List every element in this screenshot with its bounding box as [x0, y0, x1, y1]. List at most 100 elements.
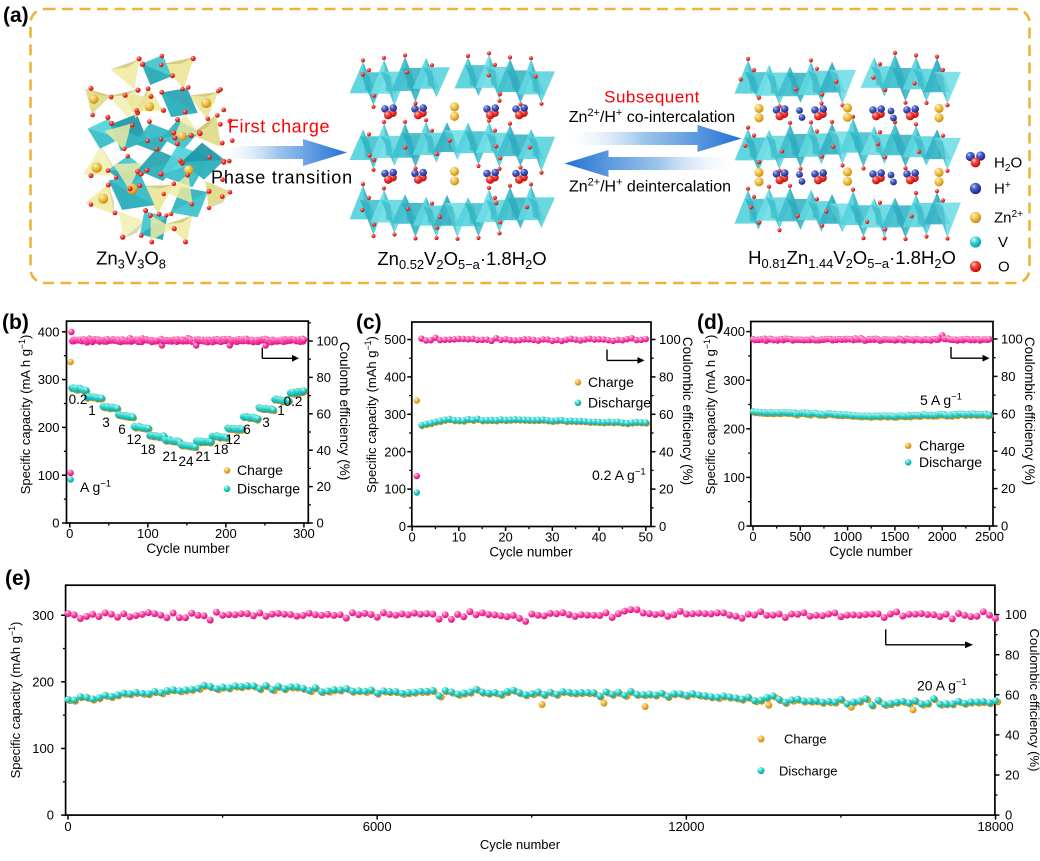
svg-text:20: 20: [659, 482, 673, 497]
svg-text:Cycle number: Cycle number: [146, 541, 230, 556]
svg-text:Cycle number: Cycle number: [480, 837, 561, 852]
svg-text:20 A g−1​: 20 A g−1​: [917, 677, 967, 693]
svg-text:6: 6: [243, 422, 251, 437]
svg-text:Cycle number: Cycle number: [489, 545, 573, 560]
svg-text:Coulombic efficiency (%): Coulombic efficiency (%): [680, 337, 695, 485]
svg-text:100: 100: [32, 741, 54, 756]
svg-text:2500: 2500: [975, 529, 1004, 544]
svg-text:(d): (d): [697, 311, 724, 334]
svg-text:300: 300: [384, 407, 406, 422]
svg-text:Specific capacity (mAh g−1​): Specific capacity (mAh g−1​): [363, 336, 379, 493]
svg-text:20: 20: [1001, 481, 1015, 496]
svg-text:40: 40: [317, 443, 331, 458]
svg-text:V: V: [998, 234, 1008, 251]
svg-text:Cycle number: Cycle number: [829, 544, 913, 559]
svg-text:100: 100: [1001, 332, 1023, 347]
svg-text:H2​O: H2​O: [994, 155, 1022, 174]
svg-text:100: 100: [38, 468, 60, 483]
svg-text:300: 300: [723, 373, 745, 388]
svg-text:100: 100: [384, 482, 406, 497]
svg-text:1: 1: [277, 403, 285, 418]
svg-text:40: 40: [1001, 444, 1015, 459]
svg-text:80: 80: [1005, 647, 1019, 662]
svg-text:0: 0: [408, 530, 415, 545]
svg-text:0: 0: [64, 819, 71, 834]
svg-text:0: 0: [399, 519, 406, 534]
svg-text:18: 18: [213, 442, 228, 457]
svg-text:0: 0: [47, 808, 54, 823]
svg-text:3: 3: [262, 415, 270, 430]
svg-text:0: 0: [1005, 808, 1012, 823]
svg-text:200: 200: [215, 526, 237, 541]
svg-text:Coulombic efficiency (%): Coulombic efficiency (%): [1027, 629, 1040, 772]
svg-text:2000: 2000: [928, 529, 957, 544]
svg-text:6000: 6000: [363, 819, 392, 834]
svg-text:Phase transition: Phase transition: [211, 168, 353, 188]
svg-text:Subsequent: Subsequent: [604, 88, 700, 107]
svg-text:Specific capacity (mAh g−1​): Specific capacity (mAh g−1​): [7, 622, 23, 779]
svg-text:60: 60: [659, 407, 673, 422]
svg-text:50: 50: [639, 530, 653, 545]
svg-text:300: 300: [293, 526, 315, 541]
svg-text:6: 6: [118, 422, 126, 437]
svg-text:80: 80: [317, 370, 331, 385]
svg-text:Charge: Charge: [237, 462, 283, 478]
svg-text:Charge: Charge: [919, 438, 965, 454]
svg-text:60: 60: [1005, 687, 1019, 702]
svg-text:400: 400: [38, 324, 60, 339]
svg-text:(a): (a): [3, 4, 29, 27]
svg-text:60: 60: [317, 406, 331, 421]
svg-text:0: 0: [1001, 519, 1008, 534]
svg-text:12000: 12000: [668, 819, 704, 834]
svg-text:First charge: First charge: [228, 117, 330, 137]
svg-text:500: 500: [384, 332, 406, 347]
svg-text:1500: 1500: [880, 529, 909, 544]
svg-text:0.2: 0.2: [284, 394, 303, 409]
svg-text:O: O: [998, 259, 1010, 276]
svg-text:40: 40: [592, 530, 606, 545]
svg-text:Zn2+​/H+​ co-intercalation: Zn2+​/H+​ co-intercalation: [569, 107, 735, 126]
svg-text:Specific capacity (mA h g−1​): Specific capacity (mA h g−1​): [702, 335, 718, 495]
svg-text:100: 100: [659, 332, 681, 347]
svg-text:80: 80: [1001, 369, 1015, 384]
svg-text:Discharge: Discharge: [779, 764, 838, 779]
svg-text:H0.81​Zn1.44​V2​O5−a​·1.8H2​O: H0.81​Zn1.44​V2​O5−a​·1.8H2​O: [748, 247, 956, 271]
svg-text:12: 12: [126, 432, 141, 447]
svg-text:100: 100: [317, 334, 339, 349]
svg-text:1: 1: [88, 403, 96, 418]
svg-text:Charge: Charge: [588, 374, 634, 390]
svg-text:20: 20: [317, 479, 331, 494]
svg-text:40: 40: [1005, 727, 1019, 742]
svg-text:Zn3​V3​O8​: Zn3​V3​O8​: [96, 248, 166, 272]
svg-text:Discharge: Discharge: [237, 480, 300, 496]
svg-text:10: 10: [452, 530, 466, 545]
svg-text:Discharge: Discharge: [588, 395, 651, 411]
svg-text:Zn2+​/H+​ deintercalation: Zn2+​/H+​ deintercalation: [569, 176, 731, 195]
svg-text:0: 0: [66, 526, 73, 541]
svg-text:0: 0: [738, 519, 745, 534]
svg-text:200: 200: [723, 421, 745, 436]
svg-text:Coulombic efficiency (%): Coulombic efficiency (%): [1022, 337, 1037, 485]
svg-text:Specific capacity (mA h g−1​): Specific capacity (mA h g−1​): [17, 335, 33, 495]
svg-text:0.2: 0.2: [69, 392, 88, 407]
svg-text:500: 500: [789, 529, 811, 544]
svg-text:60: 60: [1001, 406, 1015, 421]
svg-text:80: 80: [659, 369, 673, 384]
svg-text:Zn0.52​V2​O5−a​·1.8H2​O: Zn0.52​V2​O5−a​·1.8H2​O: [377, 248, 546, 272]
svg-text:Charge: Charge: [784, 732, 827, 747]
svg-text:0: 0: [52, 516, 59, 531]
svg-text:A g−1​: A g−1​: [80, 479, 111, 495]
svg-text:H+​: H+​: [994, 180, 1011, 198]
svg-text:200: 200: [384, 444, 406, 459]
svg-text:100: 100: [137, 526, 159, 541]
svg-text:300: 300: [32, 608, 54, 623]
svg-text:0: 0: [659, 519, 666, 534]
svg-text:20: 20: [498, 530, 512, 545]
svg-text:Zn2+​: Zn2+​: [994, 209, 1023, 227]
svg-text:21: 21: [162, 449, 177, 464]
svg-text:18: 18: [140, 442, 155, 457]
svg-text:400: 400: [384, 369, 406, 384]
svg-text:24: 24: [178, 454, 194, 469]
svg-text:100: 100: [723, 470, 745, 485]
svg-text:Coulomb efficiency (%): Coulomb efficiency (%): [337, 342, 352, 481]
